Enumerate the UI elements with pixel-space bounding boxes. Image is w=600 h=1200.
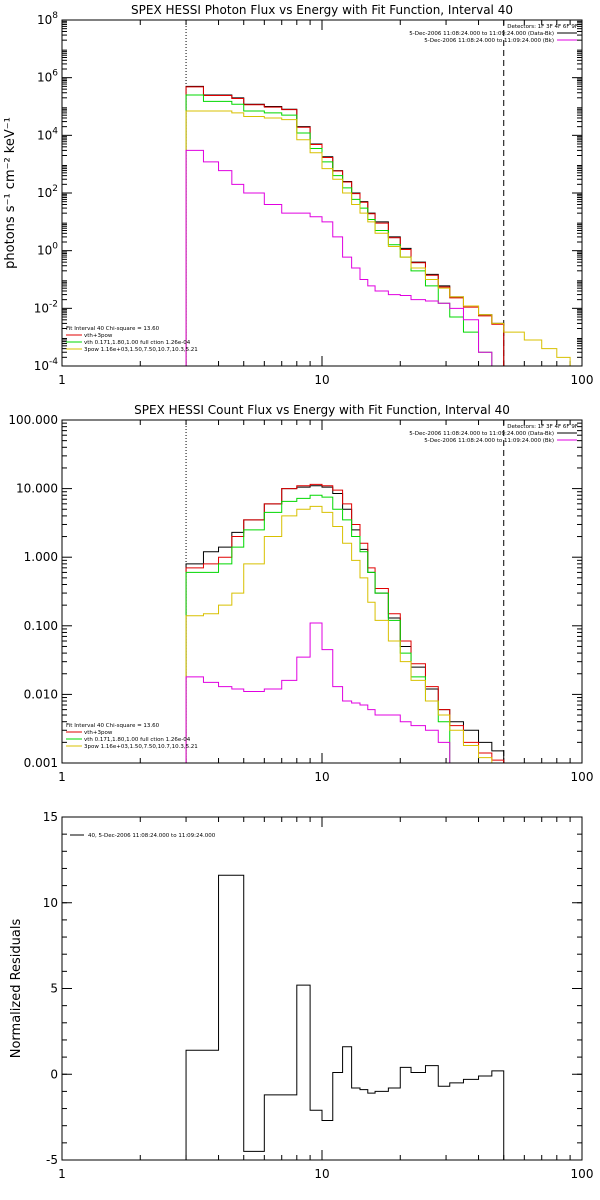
legend-entry: Fit Interval 40 Chi-square = 13.60 xyxy=(66,723,160,729)
y-tick-label: 0.010 xyxy=(24,687,58,701)
y-tick-label: 100 xyxy=(37,242,58,258)
tick-base: 10 xyxy=(37,186,52,200)
y-tick-label: 15 xyxy=(43,810,58,824)
legend-entry: 5-Dec-2006 11:08:24.000 to 11:09:24.000 … xyxy=(409,31,554,37)
series-group xyxy=(185,874,505,1160)
series-line-yellow xyxy=(185,110,582,366)
series-line-black xyxy=(185,485,505,763)
series-line-black xyxy=(185,874,505,1160)
series-group xyxy=(185,85,582,366)
legend-entry: vth+3pow xyxy=(84,730,113,736)
legend-entry: 5-Dec-2006 11:08:24.000 to 11:09:24.000 … xyxy=(424,38,554,44)
tick-exponent: 2 xyxy=(52,184,58,194)
y-tick-label: 5 xyxy=(50,982,58,996)
tick-base: 10 xyxy=(37,13,52,27)
series-line-red xyxy=(185,86,505,366)
y-tick-label: -5 xyxy=(46,1153,58,1167)
y-tick-label: 10 xyxy=(43,896,58,910)
chart-panel-2: SPEX HESSI Count Flux vs Energy with Fit… xyxy=(8,403,593,784)
y-tick-label: 108 xyxy=(37,11,58,27)
y-tick-label: 0.001 xyxy=(24,756,58,770)
series-line-magenta xyxy=(185,622,505,763)
y-tick-label: 100.000 xyxy=(8,413,58,427)
series-group xyxy=(185,483,505,763)
series-line-magenta xyxy=(185,149,505,366)
plot-frame xyxy=(61,19,583,367)
y-tick-label: 0.100 xyxy=(24,619,58,633)
legend-entry: 3pow 1.16e+03,1.50,7.50,10.7,10.3,5.21 xyxy=(84,347,198,353)
tick-exponent: 8 xyxy=(52,11,58,21)
tick-base: 10 xyxy=(37,71,52,85)
x-tick-label: 1 xyxy=(58,1167,66,1181)
tick-exponent: -4 xyxy=(49,357,58,367)
y-axis-label: photons s⁻¹ cm⁻² keV⁻¹ xyxy=(3,117,18,269)
tick-base: 10 xyxy=(37,244,52,258)
y-axis-label: Normalized Residuals xyxy=(9,919,24,1059)
x-tick-label: 100 xyxy=(571,770,594,784)
plot-frame xyxy=(61,419,583,764)
legend-entry: Fit Interval 40 Chi-square = 13.60 xyxy=(66,326,160,332)
series-line-green xyxy=(185,494,505,763)
plot-frame xyxy=(61,816,583,1161)
x-tick-label: 10 xyxy=(314,373,329,387)
y-tick-label: 10-2 xyxy=(34,299,58,315)
legend-entry: vth 0.171,1.80,1.00 full ction 1.26e-04 xyxy=(84,340,191,346)
y-tick-label: 1.000 xyxy=(24,550,58,564)
y-tick-label: 10.000 xyxy=(16,482,58,496)
y-tick-label: 10-4 xyxy=(34,357,59,373)
legend-entry: Detectors: 1F 3F 4F 6F 9F xyxy=(507,424,578,430)
series-line-yellow xyxy=(185,505,504,763)
tick-exponent: 6 xyxy=(52,69,58,79)
series-line-green xyxy=(185,94,505,366)
x-tick-label: 1 xyxy=(58,373,66,387)
y-tick-label: 106 xyxy=(37,69,58,85)
legend-entry: 3pow 1.16e+03,1.50,7.50,10.7,10.3,5.21 xyxy=(84,744,198,750)
series-line-black xyxy=(185,85,505,366)
legend-entry: 5-Dec-2006 11:08:24.000 to 11:09:24.000 … xyxy=(424,438,554,444)
chart-panel-3: 1 10 100 -5 0 5 10 15 Normalized Residuals 40, 5-… xyxy=(9,810,593,1181)
legend-entry: 40, 5-Dec-2006 11:08:24.000 to 11:09:24.… xyxy=(88,833,216,839)
chart-panel-1: SPEX HESSI Photon Flux vs Energy with Fi… xyxy=(3,3,594,387)
chart-title: SPEX HESSI Photon Flux vs Energy with Fi… xyxy=(131,3,513,17)
y-tick-label: 104 xyxy=(37,126,58,142)
tick-exponent: 4 xyxy=(52,126,58,136)
chart-title: SPEX HESSI Count Flux vs Energy with Fit… xyxy=(134,403,510,417)
x-tick-label: 10 xyxy=(314,770,329,784)
y-tick-label: 102 xyxy=(37,184,58,200)
y-tick-label: 0 xyxy=(50,1067,58,1081)
legend-entry: Detectors: 1F 3F 4F 6F 9F xyxy=(507,24,578,30)
tick-base: 10 xyxy=(37,128,52,142)
tick-base: 10 xyxy=(34,359,49,373)
x-tick-label: 100 xyxy=(571,1167,594,1181)
tick-base: 10 xyxy=(34,301,49,315)
x-tick-label: 1 xyxy=(58,770,66,784)
legend-entry: 5-Dec-2006 11:08:24.000 to 11:09:24.000 … xyxy=(409,431,554,437)
tick-exponent: 0 xyxy=(52,242,58,252)
legend-entry: vth 0.171,1.80,1.00 full ction 1.26e-04 xyxy=(84,737,191,743)
tick-exponent: -2 xyxy=(49,299,58,309)
x-tick-label: 100 xyxy=(571,373,594,387)
x-tick-label: 10 xyxy=(314,1167,329,1181)
legend-entry: vth+3pow xyxy=(84,333,113,339)
